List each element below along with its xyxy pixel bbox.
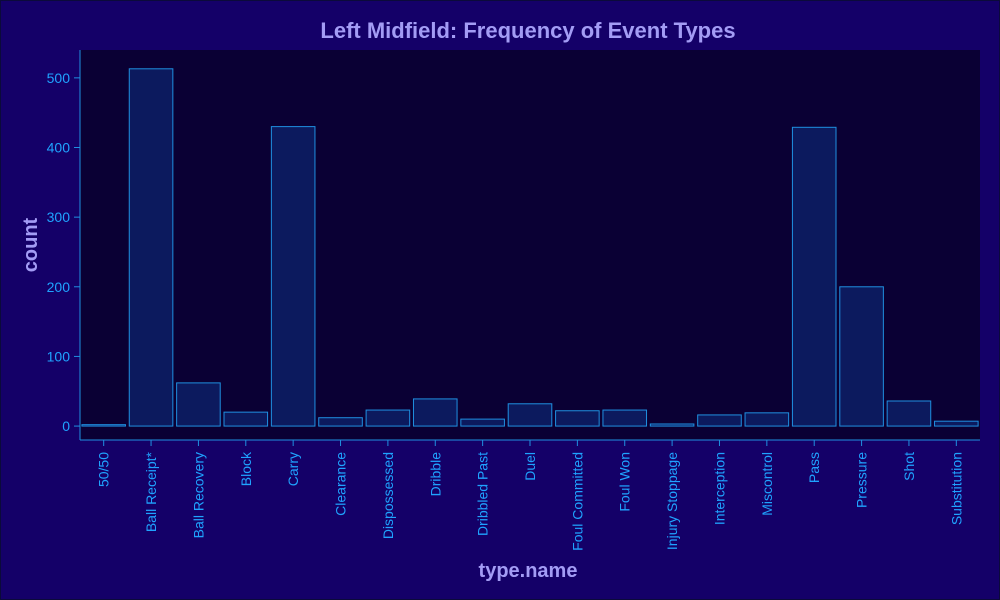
x-axis-title: type.name — [479, 560, 578, 582]
bar — [886, 400, 932, 427]
bar — [507, 403, 553, 427]
x-tick-label: Pass — [806, 452, 822, 483]
x-tick-label: Dribble — [427, 452, 443, 497]
bar — [460, 418, 505, 427]
y-tick-label: 0 — [62, 418, 70, 434]
x-tick-label: Duel — [522, 452, 538, 481]
y-tick-label: 100 — [47, 348, 71, 364]
bar — [176, 382, 221, 427]
bar — [223, 411, 269, 427]
bar — [81, 424, 126, 427]
y-tick-label: 500 — [47, 70, 71, 86]
x-tick-label: Foul Committed — [569, 452, 585, 551]
x-tick-label: Foul Won — [617, 452, 633, 512]
x-tick-label: Ball Recovery — [190, 452, 206, 538]
y-tick-label: 300 — [47, 209, 71, 225]
x-tick-label: Dispossessed — [380, 452, 396, 539]
bar — [555, 410, 600, 427]
bar — [270, 126, 316, 427]
x-tick-label: Pressure — [854, 452, 870, 508]
x-tick-label: Block — [238, 451, 254, 486]
x-axis: 50/50 Ball Receipt* Ball Recovery Block Carr… — [80, 439, 980, 551]
x-tick-label: Shot — [901, 452, 917, 481]
x-tick-label: Miscontrol — [759, 452, 775, 516]
bar — [839, 286, 884, 427]
y-axis: 0 100 200 300 400 500 — [47, 50, 81, 440]
bar — [744, 412, 790, 427]
x-tick-label: Substitution — [948, 452, 964, 525]
bars-group — [81, 68, 979, 427]
y-tick-label: 400 — [47, 140, 71, 156]
bar — [128, 68, 174, 427]
x-tick-label: Interception — [711, 452, 727, 525]
x-tick-label: 50/50 — [96, 452, 112, 487]
x-tick-label: Ball Receipt* — [143, 451, 159, 532]
x-tick-label: Dribbled Past — [475, 452, 491, 536]
bar — [934, 420, 979, 427]
y-tick-label: 200 — [47, 279, 71, 295]
y-axis-title: count — [20, 217, 42, 272]
x-tick-label: Clearance — [333, 452, 349, 516]
bar — [791, 126, 837, 427]
bar — [318, 417, 363, 427]
bar — [602, 409, 648, 427]
bar — [697, 414, 742, 427]
x-tick-label: Injury Stoppage — [664, 452, 680, 550]
bar — [412, 398, 458, 427]
bar — [649, 423, 695, 427]
bar — [365, 409, 411, 427]
chart-title: Left Midfield: Frequency of Event Types — [320, 18, 735, 43]
x-tick-label: Carry — [285, 452, 301, 486]
